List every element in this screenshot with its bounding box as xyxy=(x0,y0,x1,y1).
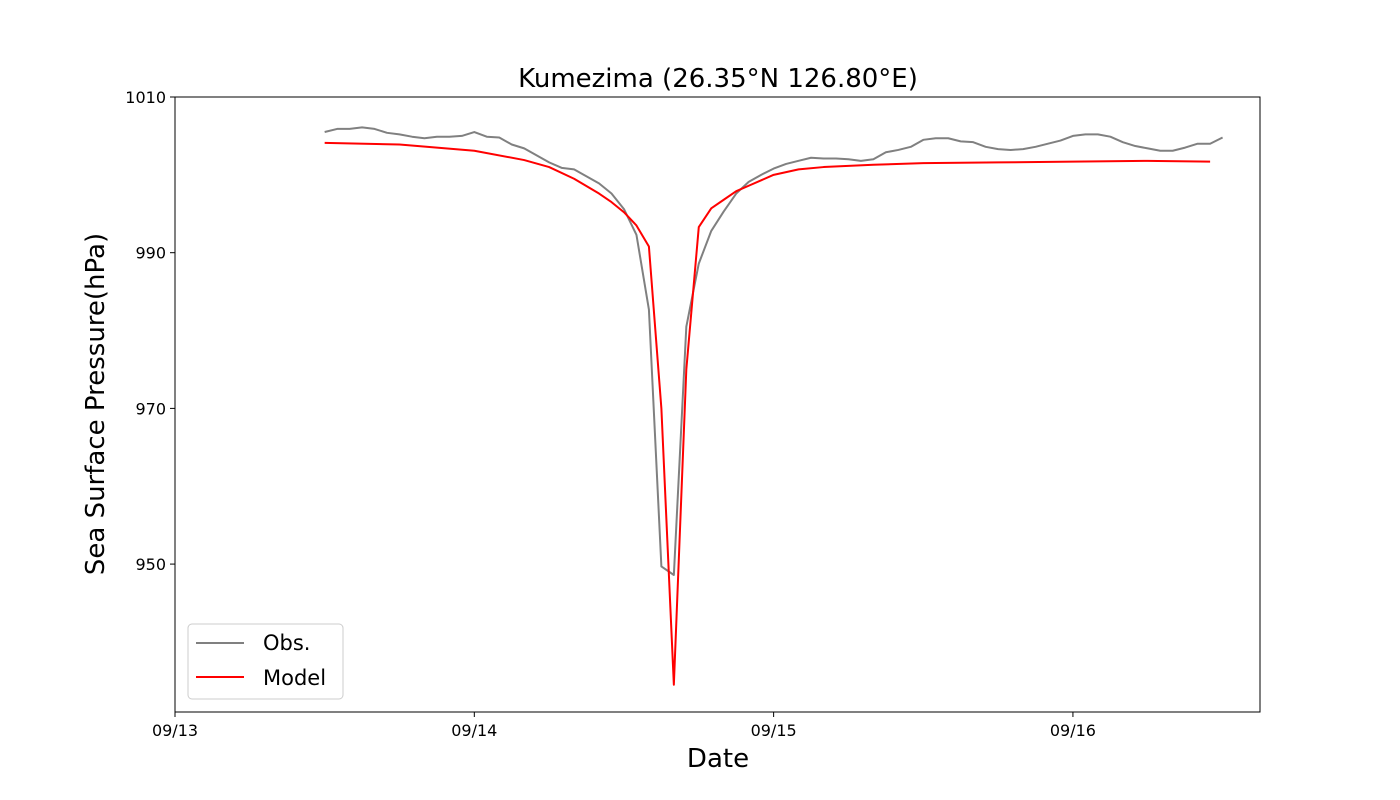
legend-label-obs: Obs. xyxy=(263,631,310,655)
plot-frame xyxy=(174,96,1261,713)
series-line-model xyxy=(324,141,1211,686)
x-tick-label: 09/15 xyxy=(751,721,797,740)
legend: Obs. Model xyxy=(187,623,344,700)
x-axis-label: Date xyxy=(687,744,749,774)
y-tick-label: 970 xyxy=(135,399,166,418)
x-tick-label: 09/16 xyxy=(1050,721,1096,740)
y-axis-label: Sea Surface Pressure(hPa) xyxy=(81,233,111,575)
x-tick-label: 09/14 xyxy=(451,721,497,740)
y-tick-label: 1010 xyxy=(125,88,166,107)
x-tick-label: 09/13 xyxy=(152,721,198,740)
plot-area xyxy=(175,97,1260,712)
series-layer xyxy=(324,126,1224,686)
x-axis-ticks: 09/13 09/14 09/15 09/16 xyxy=(152,712,1096,740)
chart-title: Kumezima (26.35°N 126.80°E) xyxy=(518,64,918,94)
y-tick-label: 990 xyxy=(135,244,166,263)
y-axis-ticks: 950 970 990 1010 xyxy=(125,88,175,574)
y-tick-label: 950 xyxy=(135,555,166,574)
legend-label-model: Model xyxy=(263,666,326,690)
series-line-obs xyxy=(324,126,1224,576)
